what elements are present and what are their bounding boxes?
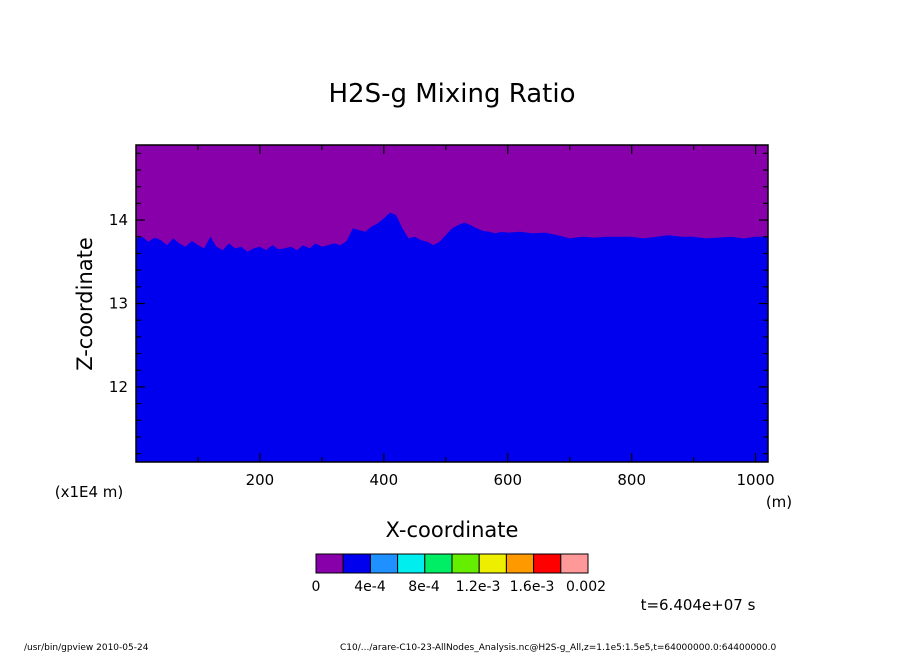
colorbar-swatch: [478, 553, 507, 574]
y-tick-label: 14: [109, 211, 128, 229]
y-scale-label: (x1E4 m): [55, 483, 124, 501]
colorbar-label: 8e-4: [408, 579, 440, 595]
x-tick-label: 400: [370, 471, 399, 489]
colorbar-label: 0: [312, 579, 321, 595]
footer-right: C10/.../arare-C10-23-AllNodes_Analysis.n…: [340, 643, 776, 653]
x-tick-label: 1000: [737, 471, 775, 489]
colorbar-label: 1.2e-3: [456, 579, 501, 595]
colorbar-swatch: [397, 553, 426, 574]
colorbar-swatch: [424, 553, 453, 574]
lower-fill-region: [136, 212, 768, 462]
colorbar-swatch: [315, 553, 344, 574]
colorbar-swatch: [560, 553, 589, 574]
colorbar: [315, 553, 589, 574]
colorbar-swatch: [533, 553, 562, 574]
colorbar-swatch: [451, 553, 480, 574]
colorbar-swatch: [342, 553, 371, 574]
chart-title: H2S-g Mixing Ratio: [328, 79, 575, 109]
y-axis-label: Z-coordinate: [73, 237, 97, 371]
x-unit-label: (m): [766, 493, 792, 511]
colorbar-swatch: [505, 553, 535, 574]
colorbar-swatch: [369, 553, 399, 574]
x-tick-label: 600: [493, 471, 522, 489]
colorbar-label: 4e-4: [354, 579, 386, 595]
y-tick-label: 13: [109, 295, 128, 313]
colorbar-label: 1.6e-3: [510, 579, 555, 595]
x-axis-ticks: 200 400 600 800 1000: [197, 145, 775, 489]
y-axis-ticks: 12 13 14: [109, 152, 768, 455]
x-axis-label: X-coordinate: [386, 518, 519, 542]
y-tick-label: 12: [109, 378, 128, 396]
time-label: t=6.404e+07 s: [641, 596, 756, 614]
colorbar-label: 0.002: [566, 579, 606, 595]
footer-left: /usr/bin/gpview 2010-05-24: [24, 643, 149, 653]
colorbar-labels: 0 4e-4 8e-4 1.2e-3 1.6e-3 0.002: [312, 579, 607, 595]
x-tick-label: 200: [246, 471, 275, 489]
x-tick-label: 800: [617, 471, 646, 489]
